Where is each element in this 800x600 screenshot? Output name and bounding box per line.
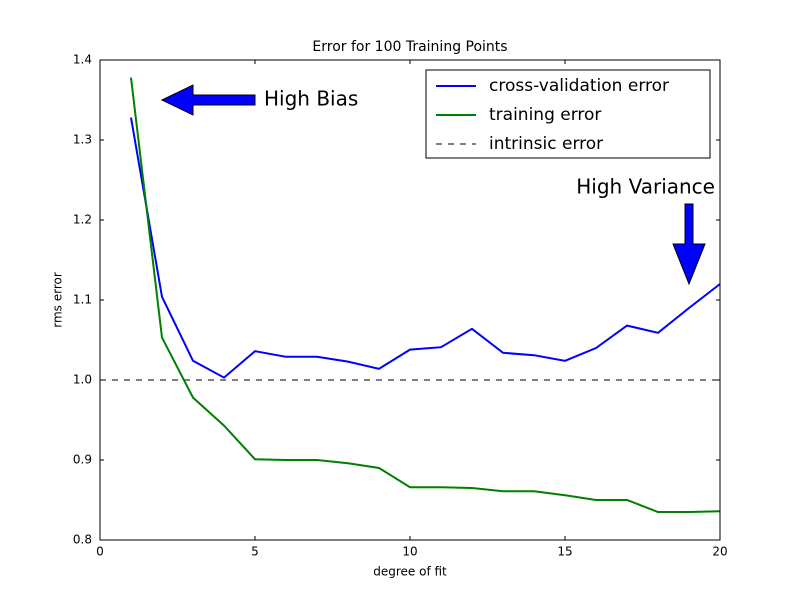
arrow — [160, 84, 256, 116]
legend-box — [425, 69, 711, 159]
x-tick-label: 0 — [96, 545, 104, 559]
x-tick-label: 5 — [251, 545, 259, 559]
annotation: High Bias — [264, 87, 358, 111]
y-tick-label: 0.9 — [73, 453, 92, 467]
y-tick-label: 1.1 — [73, 293, 92, 307]
legend-label: intrinsic error — [489, 134, 603, 154]
line-series — [130, 77, 721, 513]
x-tick-label: 20 — [712, 545, 727, 559]
legend-label: training error — [489, 105, 601, 125]
y-axis-label: rms error — [51, 272, 65, 328]
y-tick-label: 0.8 — [73, 533, 92, 547]
y-tick-label: 1.0 — [73, 373, 92, 387]
x-tick-label: 15 — [557, 545, 572, 559]
annotation: High Variance — [576, 175, 715, 199]
plot-frame — [99, 59, 721, 541]
legend-label: cross-validation error — [489, 76, 669, 96]
chart-title: Error for 100 Training Points — [312, 39, 507, 55]
x-tick-label: 10 — [402, 545, 417, 559]
x-axis-label: degree of fit — [373, 565, 447, 579]
line-series — [130, 117, 721, 379]
y-tick-label: 1.2 — [73, 213, 92, 227]
arrow — [672, 203, 706, 286]
y-tick-label: 1.4 — [73, 53, 92, 67]
y-tick-label: 1.3 — [73, 133, 92, 147]
